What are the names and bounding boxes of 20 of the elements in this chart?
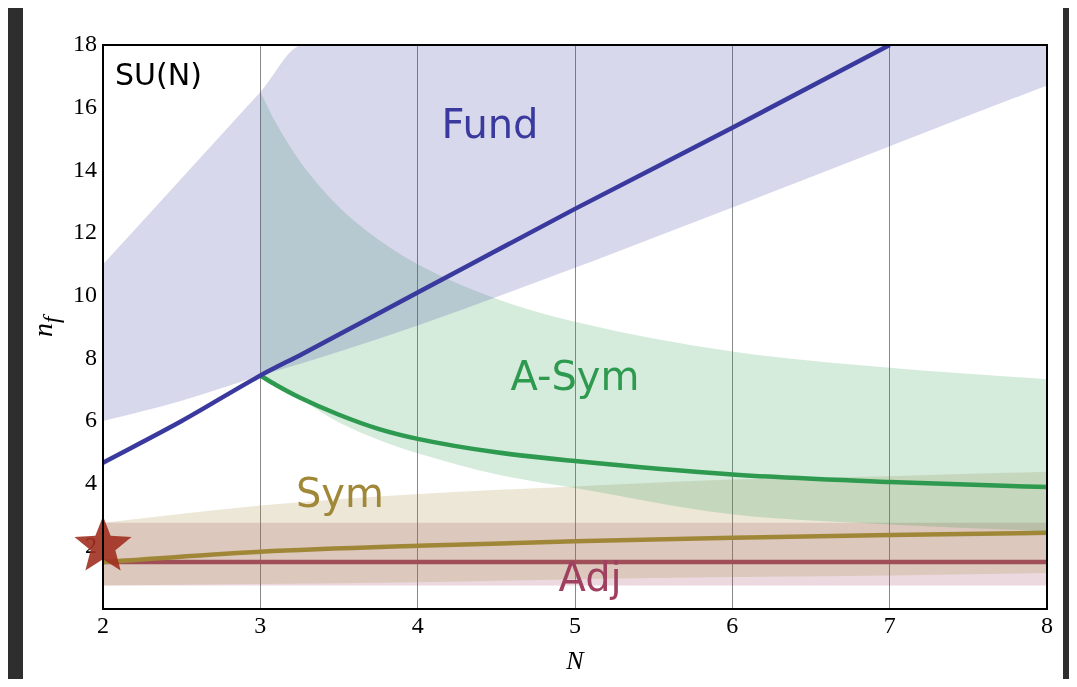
y-tick-label: 14 — [73, 155, 97, 182]
series-label: Fund — [441, 101, 539, 148]
line-series — [103, 45, 892, 465]
y-tick-label: 18 — [73, 30, 97, 57]
y-tick-label: 10 — [73, 280, 97, 307]
y-tick-label: 16 — [73, 92, 97, 119]
x-tick-label: 8 — [1041, 611, 1053, 638]
annotation: SU(N) — [115, 56, 202, 92]
y-tick-label: 6 — [85, 406, 97, 433]
x-tick-label: 7 — [883, 611, 896, 638]
x-tick-label: 3 — [254, 611, 267, 638]
series-label: Sym — [295, 469, 384, 516]
x-axis-title: N — [565, 646, 586, 676]
x-tick-label: 5 — [569, 611, 581, 638]
x-tick-label: 4 — [411, 611, 424, 638]
y-tick-label: 8 — [85, 343, 97, 370]
y-tick-label: 4 — [85, 468, 97, 495]
y-tick-label: 2 — [85, 531, 97, 558]
y-tick-label: 12 — [73, 218, 97, 245]
x-tick-label: 6 — [726, 611, 739, 638]
